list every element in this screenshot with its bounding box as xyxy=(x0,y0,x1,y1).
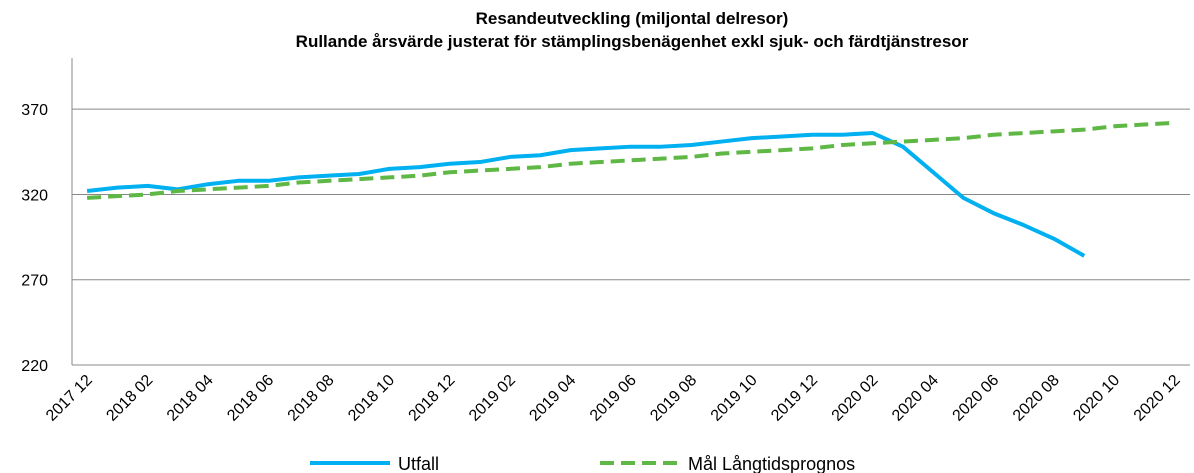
x-tick-label: 2019 04 xyxy=(526,372,579,425)
x-tick-label: 2019 02 xyxy=(466,372,519,425)
x-tick-label: 2020 04 xyxy=(889,372,942,425)
y-tick-label: 320 xyxy=(21,187,48,204)
x-tick-label: 2017 12 xyxy=(43,372,96,425)
legend-label: Mål Långtidsprognos xyxy=(688,454,855,473)
x-tick-label: 2020 02 xyxy=(829,372,882,425)
x-tick-label: 2020 06 xyxy=(950,372,1003,425)
y-tick-label: 220 xyxy=(21,358,48,375)
y-tick-label: 270 xyxy=(21,273,48,290)
x-tick-label: 2020 08 xyxy=(1010,372,1063,425)
x-tick-label: 2018 04 xyxy=(164,372,217,425)
x-tick-label: 2019 10 xyxy=(708,372,761,425)
x-tick-label: 2019 06 xyxy=(587,372,640,425)
chart-title: Resandeutveckling (miljontal delresor) xyxy=(476,9,789,28)
x-tick-label: 2018 12 xyxy=(406,372,459,425)
x-tick-label: 2020 12 xyxy=(1131,372,1184,425)
x-tick-label: 2018 02 xyxy=(103,372,156,425)
x-tick-label: 2018 08 xyxy=(285,372,338,425)
x-tick-label: 2018 06 xyxy=(224,372,277,425)
x-tick-label: 2019 12 xyxy=(768,372,821,425)
series-line xyxy=(86,131,1086,258)
chart-subtitle: Rullande årsvärde justerat för stämpling… xyxy=(296,32,969,51)
y-tick-label: 370 xyxy=(21,102,48,119)
legend-label: Utfall xyxy=(398,454,439,473)
x-tick-label: 2019 08 xyxy=(647,372,700,425)
x-tick-label: 2020 10 xyxy=(1070,372,1123,425)
series-line xyxy=(86,120,1176,200)
x-tick-label: 2018 10 xyxy=(345,372,398,425)
